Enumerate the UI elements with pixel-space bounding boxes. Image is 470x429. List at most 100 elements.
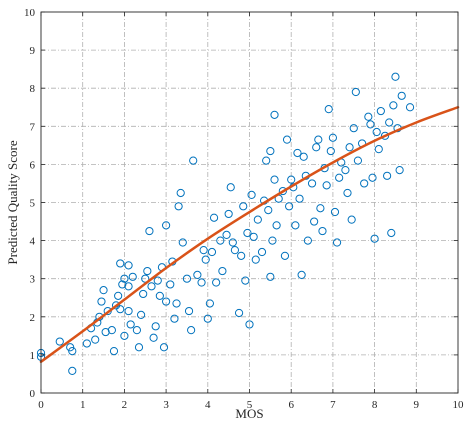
scatter-point [207,247,217,257]
scatter-point [230,246,240,255]
scatter-point [341,166,350,175]
fit-line-group [39,106,460,364]
scatter-point [237,251,246,260]
scatter-point [172,299,181,308]
scatter-point [201,255,210,264]
scatter-point [189,156,198,165]
scatter-point [297,270,306,279]
scatter-point [99,286,108,295]
scatter-point [159,343,169,352]
scatter-point [282,135,292,144]
scatter-point [128,272,137,281]
scatter-point [184,306,194,316]
scatter-point [145,226,154,236]
scatter-point [151,322,160,331]
scatter-point [278,186,287,196]
scatter-point [370,234,379,243]
scatter-point [109,346,119,356]
scatter-point [162,297,171,306]
scatter-point [245,320,254,329]
x-tick-label: 7 [330,399,336,411]
scatter-point [251,255,260,264]
scatter-point [287,175,296,184]
scatter-point [353,156,363,165]
scatter-point [153,276,162,285]
scatter-point [120,274,129,283]
scatter-point [293,148,302,158]
scatter-point [257,247,267,257]
scatter-point [310,217,319,226]
y-tick-label: 9 [30,45,36,57]
scatter-point [209,213,219,222]
scatter-point [272,221,281,230]
scatter-point [124,306,133,316]
scatter-point [124,282,133,291]
scatter-point [134,343,144,352]
scatter-point [343,188,352,198]
scatter-point [174,202,183,211]
scatter-point [212,278,221,287]
scatter-point [143,266,152,276]
scatter-point [139,289,148,299]
scatter-point [199,246,208,255]
y-tick-label: 1 [30,350,36,362]
scatter-point [239,202,248,211]
y-tick-label: 0 [30,388,36,400]
y-tick-label: 8 [30,83,36,95]
scatter-point [312,143,321,152]
scatter-point [116,259,125,268]
scatter-point [383,171,392,180]
scatter-point [249,232,258,241]
y-tick-label: 10 [24,7,36,19]
y-tick-label: 2 [30,312,36,324]
scatter-point [91,335,100,344]
scatter-point [247,190,256,199]
scatter-point [314,135,323,144]
scatter-point [222,230,231,239]
scatter-point [147,282,156,291]
scatter-point [114,291,123,300]
scatter-point [376,106,385,116]
scatter-point [243,228,252,238]
scatter-point [322,181,331,190]
scatter-point [397,91,406,100]
scatter-point [316,204,325,213]
scatter-point [328,133,337,142]
scatter-point [266,272,275,281]
scatter-point [270,175,279,184]
scatter-point [330,207,340,217]
scatter-point [326,146,335,156]
scatter-point [197,278,206,287]
scatter-point [268,236,277,245]
grid [41,12,458,393]
scatter-point [345,143,354,152]
scatter-point [226,183,235,192]
scatter-point [280,251,290,260]
scatter-point [228,238,237,247]
scatter-point [224,209,233,219]
scatter-point [299,152,308,161]
ticks: 0 1 2 3 4 5 6 7 8 9 10 0 1 2 3 4 5 6 7 8 9 10 [24,7,464,411]
scatter-point [405,103,415,112]
scatter-point [387,228,396,238]
y-tick-label: 6 [30,159,36,171]
scatter-point [162,221,171,230]
scatter-point [107,326,116,335]
x-tick-label: 3 [163,399,169,411]
scatter-point [285,202,294,211]
scatter-point [291,221,300,230]
scatter-point [270,110,279,119]
scatter-point [324,105,333,114]
scatter-point [391,72,400,81]
x-tick-label: 10 [453,399,465,411]
scatter-point [170,314,179,323]
scatter-point [116,305,125,314]
scatter-point [364,112,373,121]
scatter-point [203,314,212,323]
x-tick-label: 9 [414,399,420,411]
scatter-point [234,308,244,318]
x-tick-label: 0 [38,399,44,411]
scatter-point [218,266,227,276]
scatter-point [380,131,390,140]
